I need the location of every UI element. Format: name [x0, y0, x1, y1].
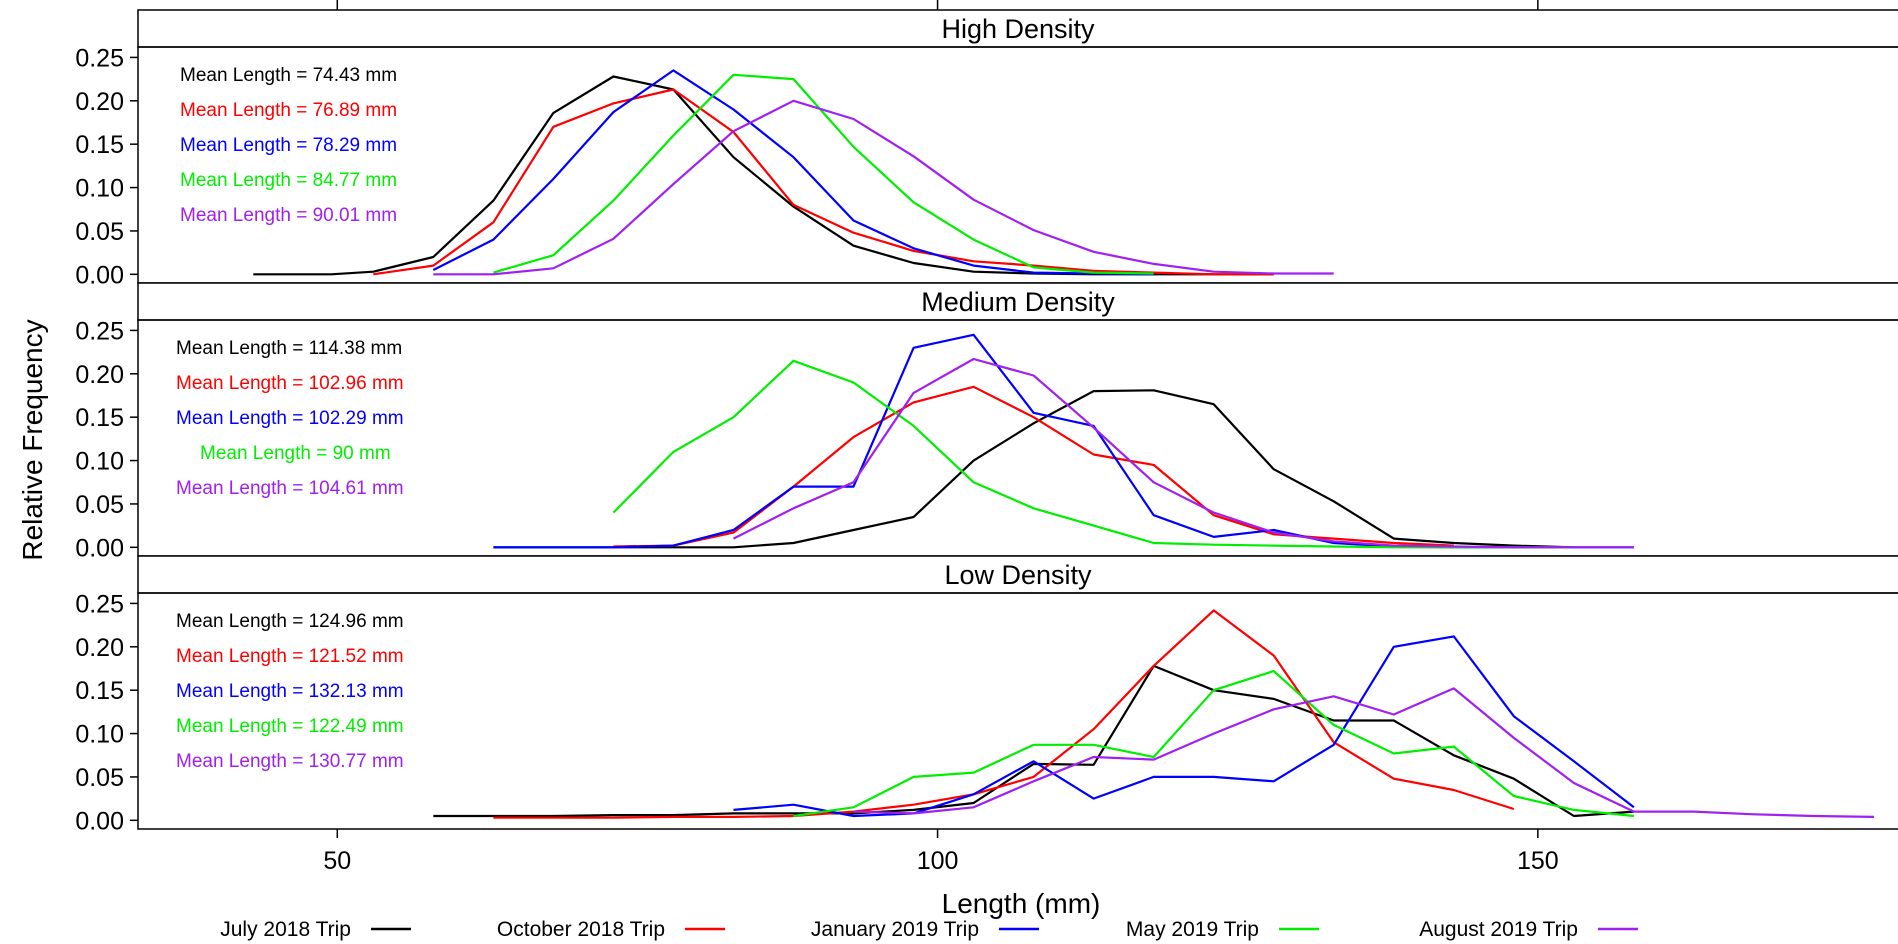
panel-strip: [137, 282, 1898, 321]
panel-title: Low Density: [944, 560, 1092, 590]
series-line-july-2018-trip: [433, 664, 1634, 818]
y-tick-label: 0.25: [75, 44, 124, 72]
y-tick-label: 0.25: [75, 317, 124, 345]
legend-item-2: January 2019 Trip: [811, 918, 1039, 941]
mean-length-annotation: Mean Length = 102.96 mm: [176, 373, 404, 394]
y-tick-label: 0.15: [75, 404, 124, 432]
mean-length-annotation: Mean Length = 78.29 mm: [180, 135, 397, 156]
x-tick-label: 150: [1517, 847, 1559, 875]
y-tick-label: 0.25: [75, 590, 124, 618]
mean-length-annotation: Mean Length = 104.61 mm: [176, 478, 404, 499]
y-tick-label: 0.05: [75, 218, 124, 246]
series-line-july-2018-trip: [253, 75, 1274, 276]
x-axis-label: Length (mm): [942, 888, 1101, 919]
series-line-may-2019-trip: [612, 359, 1574, 549]
series-line-october-2018-trip: [613, 385, 1454, 548]
y-tick-label: 0.15: [75, 677, 124, 705]
legend-item-4: August 2019 Trip: [1419, 918, 1638, 941]
series-line-may-2019-trip: [493, 73, 1154, 275]
y-tick-label: 0.05: [75, 764, 124, 792]
y-tick-label: 0.10: [75, 175, 124, 203]
series-line-may-2019-trip: [793, 669, 1635, 818]
panel-0: High Density 0.00 0.05 0.10 0.15 0.20 0.25 Mean…: [75, 9, 1898, 289]
mean-length-annotation: Mean Length = 121.52 mm: [176, 646, 404, 667]
mean-length-annotation: Mean Length = 74.43 mm: [180, 65, 397, 86]
legend-label: October 2018 Trip: [497, 918, 665, 941]
plot-area: [137, 46, 1898, 284]
mean-length-annotation: Mean Length = 84.77 mm: [180, 170, 397, 191]
series-line-august-2019-trip: [433, 99, 1334, 276]
series-line-january-2019-trip: [493, 333, 1634, 549]
legend-item-1: October 2018 Trip: [497, 918, 725, 941]
legend: July 2018 Trip October 2018 Trip January 2…: [220, 918, 1638, 941]
series-line-october-2018-trip: [373, 88, 1274, 276]
series-line-january-2019-trip: [432, 69, 1154, 276]
panel-1: Medium Density 0.00 0.05 0.10 0.15 0.20 0.25 Me…: [75, 282, 1898, 562]
x-tick-label: 100: [917, 847, 959, 875]
legend-label: August 2019 Trip: [1419, 918, 1578, 941]
y-tick-label: 0.20: [75, 634, 124, 662]
panel-strip: [137, 555, 1898, 594]
series-line-july-2018-trip: [493, 389, 1574, 549]
x-tick-label: 50: [323, 847, 351, 875]
y-tick-label: 0.00: [75, 534, 124, 562]
panel-title: High Density: [941, 14, 1095, 44]
y-tick-label: 0.05: [75, 491, 124, 519]
mean-length-annotation: Mean Length = 90 mm: [200, 443, 391, 464]
mean-length-annotation: Mean Length = 132.13 mm: [176, 681, 404, 702]
y-tick-label: 0.00: [75, 807, 124, 835]
mean-length-annotation: Mean Length = 102.29 mm: [176, 408, 404, 429]
series-line-january-2019-trip: [733, 635, 1635, 818]
series-line-october-2018-trip: [493, 609, 1515, 819]
y-axis-label: Relative Frequency: [17, 319, 48, 560]
y-tick-label: 0.10: [75, 721, 124, 749]
x-axis: 50 100 150: [323, 829, 1559, 875]
mean-length-annotation: Mean Length = 76.89 mm: [180, 100, 397, 121]
legend-label: May 2019 Trip: [1126, 918, 1259, 941]
plot-area: [137, 592, 1898, 830]
panel-strip: [137, 9, 1898, 48]
panels-layer: High Density 0.00 0.05 0.10 0.15 0.20 0.25 Mean…: [75, 0, 1898, 835]
mean-length-annotation: Mean Length = 130.77 mm: [176, 751, 404, 772]
legend-item-3: May 2019 Trip: [1126, 918, 1319, 941]
y-tick-label: 0.20: [75, 88, 124, 116]
legend-label: July 2018 Trip: [220, 918, 351, 941]
y-tick-label: 0.20: [75, 361, 124, 389]
series-line-august-2019-trip: [853, 687, 1875, 818]
mean-length-annotation: Mean Length = 114.38 mm: [176, 338, 402, 359]
mean-length-annotation: Mean Length = 122.49 mm: [176, 716, 404, 737]
legend-item-0: July 2018 Trip: [220, 918, 411, 941]
series-line-august-2019-trip: [733, 357, 1634, 549]
y-tick-label: 0.10: [75, 448, 124, 476]
panel-title: Medium Density: [921, 287, 1115, 317]
mean-length-annotation: Mean Length = 90.01 mm: [180, 205, 397, 226]
panel-2: Low Density 0.00 0.05 0.10 0.15 0.20 0.25 Mean …: [75, 555, 1898, 835]
y-tick-label: 0.15: [75, 131, 124, 159]
y-tick-label: 0.00: [75, 261, 124, 289]
mean-length-annotation: Mean Length = 124.96 mm: [176, 611, 404, 632]
legend-label: January 2019 Trip: [811, 918, 979, 941]
